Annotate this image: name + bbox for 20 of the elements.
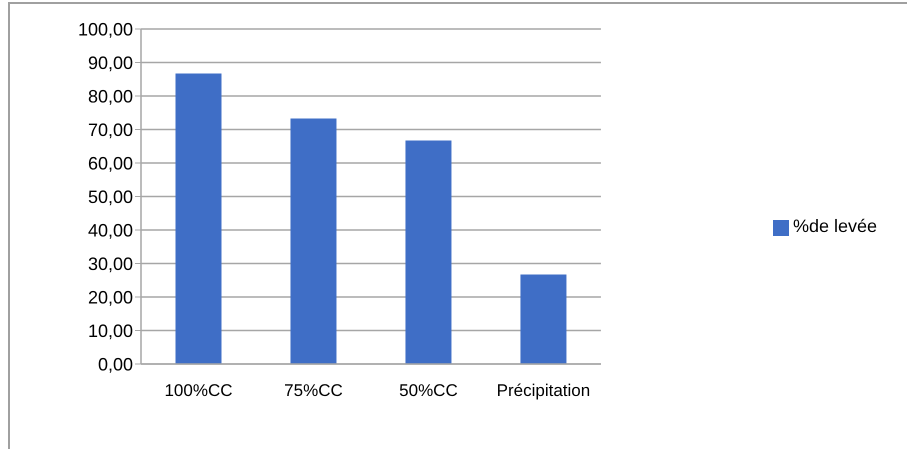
x-tick-label: 50%CC (399, 381, 458, 400)
y-tick-label: 30,00 (88, 254, 133, 274)
bar (290, 118, 336, 364)
y-tick-label: 40,00 (88, 220, 133, 240)
y-tick-label: 20,00 (88, 287, 133, 308)
bar (520, 274, 566, 364)
y-tick-label: 90,00 (88, 52, 133, 73)
x-tick-label: 75%CC (284, 381, 343, 400)
x-tick-label: 100%CC (164, 381, 233, 400)
y-tick-label: 70,00 (88, 120, 133, 140)
y-tick-label: 80,00 (88, 86, 133, 106)
bar (175, 74, 222, 364)
y-tick-label: 100,00 (78, 19, 133, 40)
y-tick-label: 0,00 (98, 354, 133, 374)
legend-label: %de levée (792, 216, 877, 236)
x-tick-label: Précipitation (496, 381, 590, 400)
y-tick-label: 60,00 (88, 153, 133, 174)
bar (405, 140, 452, 364)
y-tick-label: 50,00 (88, 186, 133, 207)
y-tick-label: 10,00 (88, 320, 133, 341)
